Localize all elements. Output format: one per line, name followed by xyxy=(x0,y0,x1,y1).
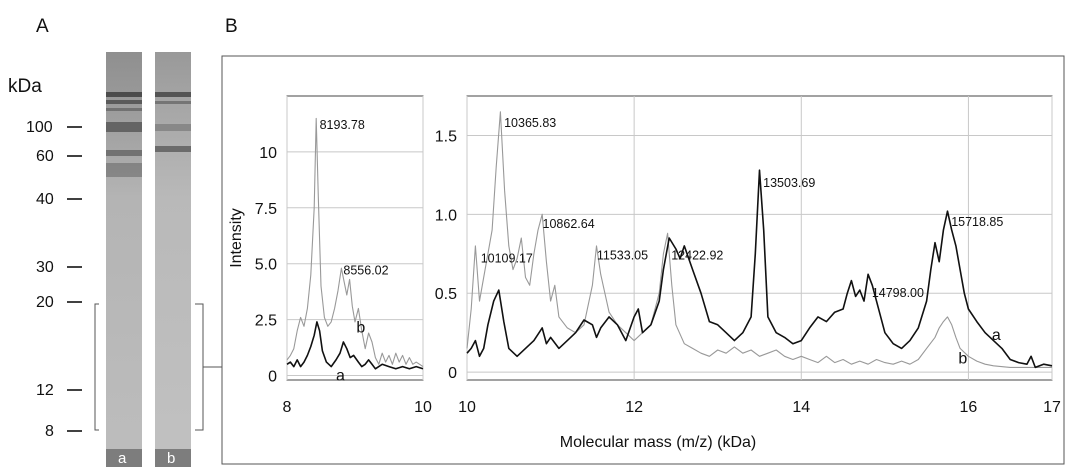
lane-b-label: b xyxy=(167,450,175,467)
series-line-b xyxy=(286,117,424,368)
marker-30: 30 xyxy=(36,259,54,276)
x-tick-label: 10 xyxy=(458,399,476,416)
grid-lines xyxy=(286,96,424,380)
marker-60: 60 xyxy=(36,148,54,165)
marker-40: 40 xyxy=(36,191,54,208)
grid-lines xyxy=(466,96,1053,380)
series-line-b xyxy=(466,111,1052,368)
gel-lane-b xyxy=(155,52,191,467)
series-lines xyxy=(286,117,424,370)
panel-b-frame xyxy=(221,55,1065,465)
plot-area xyxy=(286,95,424,381)
spectrum-chart-10-17kda: 00.51.01.5 10 12 14 16 17 10365.8310109.1710… xyxy=(435,95,1061,416)
y-tick-label: 5.0 xyxy=(255,257,277,274)
gel-lane-a xyxy=(106,52,142,467)
region-bracket-left xyxy=(94,303,99,431)
y-tick-label: 0.5 xyxy=(435,286,457,303)
gel-band xyxy=(106,163,142,177)
y-tick-label: 7.5 xyxy=(255,201,277,218)
y-axis-label: Intensity xyxy=(228,208,245,268)
x-axis-label: Molecular mass (m/z) (kDa) xyxy=(560,434,756,451)
peak-mass-label: 14798.00 xyxy=(872,286,924,300)
gel-band xyxy=(155,101,191,104)
y-tick-label: 0 xyxy=(448,365,457,382)
x-tick-labels: 8 10 xyxy=(283,399,432,416)
series-label: a xyxy=(992,327,1001,344)
marker-8: 8 xyxy=(45,423,54,440)
spectrum-chart-8-10kda: 0 2.5 5.0 7.5 10 8 10 8193.78 8556.02 b a Intens… xyxy=(228,95,432,416)
series-label: b xyxy=(958,350,967,367)
x-tick-label: 8 xyxy=(283,399,292,416)
lane-b-bands xyxy=(155,92,191,152)
plot-area xyxy=(466,95,1053,381)
gel-band xyxy=(155,124,191,131)
y-tick-label: 1.5 xyxy=(435,128,457,145)
y-tick-label: 10 xyxy=(259,145,277,162)
gel-band xyxy=(155,92,191,97)
peak-mass-label: 10109.17 xyxy=(481,252,533,266)
x-tick-label: 10 xyxy=(414,399,432,416)
series-lines xyxy=(466,111,1053,369)
gel-band xyxy=(106,150,142,156)
gel-band xyxy=(106,122,142,132)
y-tick-labels: 0 2.5 5.0 7.5 10 xyxy=(255,145,277,386)
peak-mass-label: 13503.69 xyxy=(763,176,815,190)
peak-labels: 10365.83 10109.17 10862.64 11533.05 12422.92… xyxy=(481,116,1004,368)
marker-ladder: 100 60 40 30 20 12 8 xyxy=(26,119,82,440)
peak-mass-label: 8556.02 xyxy=(343,263,388,277)
x-tick-label: 16 xyxy=(960,399,978,416)
y-tick-label: 1.0 xyxy=(435,207,457,224)
peak-mass-label: 12422.92 xyxy=(671,248,723,262)
gel-panel: kDa 100 60 40 30 20 12 8 a xyxy=(8,52,222,467)
lane-a-bands xyxy=(106,92,142,177)
series-line-a xyxy=(286,321,424,370)
lane-a-label: a xyxy=(118,450,127,467)
x-tick-labels: 10 12 14 16 17 xyxy=(458,399,1061,416)
gel-band xyxy=(106,108,142,111)
x-tick-label: 17 xyxy=(1043,399,1061,416)
series-line-a xyxy=(466,169,1053,369)
x-tick-label: 12 xyxy=(625,399,643,416)
y-tick-label: 2.5 xyxy=(255,313,277,330)
kda-unit-label: kDa xyxy=(8,76,42,97)
peak-mass-label: 15718.85 xyxy=(951,215,1003,229)
region-bracket-right xyxy=(195,303,204,431)
gel-band xyxy=(106,100,142,104)
peak-mass-label: 10862.64 xyxy=(543,217,595,231)
gel-band xyxy=(155,146,191,152)
panel-b-letter: B xyxy=(225,16,238,37)
lane-a-label-strip xyxy=(106,449,142,467)
peak-mass-label: 10365.83 xyxy=(504,116,556,130)
panel-a-letter: A xyxy=(36,16,49,37)
peak-labels: 8193.78 8556.02 b a xyxy=(320,118,389,385)
peak-mass-label: 8193.78 xyxy=(320,118,365,132)
y-tick-labels: 0 0.5 1.0 1.5 xyxy=(435,128,457,382)
y-tick-label: 0 xyxy=(268,369,277,386)
marker-20: 20 xyxy=(36,294,54,311)
peak-mass-label: 11533.05 xyxy=(597,248,648,262)
marker-12: 12 xyxy=(36,382,54,399)
x-tick-label: 14 xyxy=(792,399,810,416)
series-label: b xyxy=(356,320,365,337)
series-label: a xyxy=(336,368,345,385)
marker-100: 100 xyxy=(26,119,53,136)
gel-band xyxy=(106,92,142,97)
lane-b-label-strip xyxy=(155,449,191,467)
